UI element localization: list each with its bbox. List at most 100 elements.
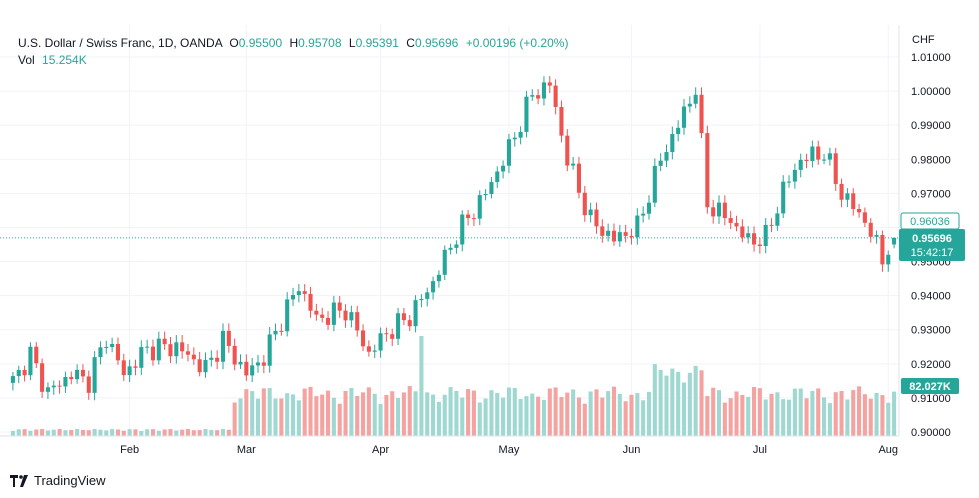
volume-bar [635, 393, 640, 436]
volume-bar [787, 399, 792, 436]
volume-bar [448, 387, 453, 436]
price-tick-label: 0.94000 [911, 291, 951, 303]
candle-body [75, 369, 80, 380]
candle-body [203, 359, 208, 373]
candle-body [314, 310, 319, 315]
close-label: C [406, 36, 415, 50]
month-tick-label: Apr [372, 444, 389, 456]
candle-body [798, 159, 803, 170]
volume-bar [69, 429, 74, 436]
volume-bar [162, 429, 167, 436]
volume-bar [769, 393, 774, 436]
volume-bar [372, 393, 377, 436]
volume-bar [705, 396, 710, 436]
volume-bar [384, 394, 389, 436]
volume-bar [215, 430, 220, 436]
candle-body [250, 365, 255, 376]
volume-bar [716, 390, 722, 436]
candle-body [851, 193, 856, 210]
volume-bar [378, 403, 383, 436]
volume-bar [582, 403, 587, 436]
candle-body [384, 333, 389, 335]
volume-bar [121, 430, 126, 436]
candle-body [658, 160, 663, 166]
volume-bar [711, 387, 716, 436]
volume-bar [611, 386, 617, 436]
candle-body [191, 354, 196, 360]
candle-body [244, 361, 249, 376]
volume-bar [477, 402, 482, 436]
volume-bar [652, 364, 657, 436]
price-tick-label: 0.98000 [911, 154, 951, 166]
volume-bar [722, 402, 727, 436]
volume-bar [302, 388, 307, 436]
volume-bar [646, 391, 652, 436]
volume-bar [687, 372, 692, 436]
candle-body [839, 183, 844, 200]
volume-bar [168, 429, 173, 436]
volume-bar [571, 389, 576, 436]
volume-bar [827, 403, 832, 436]
candle-body [862, 212, 867, 223]
candle-body [133, 366, 138, 368]
volume-bar [75, 429, 80, 436]
volume-value: 15.254K [42, 53, 87, 67]
candle-body [874, 235, 879, 237]
volume-bar [576, 397, 582, 436]
candle-body [606, 230, 611, 236]
price-tick-label: 0.92000 [911, 359, 951, 371]
candle-body [471, 218, 476, 220]
candle-body [454, 244, 459, 248]
symbol-title[interactable]: U.S. Dollar / Swiss Franc, 1D, OANDA [18, 36, 223, 50]
candle-body [857, 209, 862, 213]
candle-body [372, 350, 377, 352]
volume-bar [501, 397, 506, 436]
candle-body [816, 146, 821, 160]
candle-body [466, 214, 471, 219]
volume-bar [145, 429, 150, 436]
volume-bar [886, 402, 891, 436]
candle-body [611, 230, 617, 242]
volume-bar [156, 430, 161, 436]
volume-bar [115, 429, 120, 436]
volume-bar [862, 394, 867, 436]
candle-body [728, 218, 733, 223]
candle-body [495, 171, 500, 183]
candle-body [664, 152, 669, 161]
legend-row-volume: Vol 15.254K [18, 53, 568, 68]
volume-bar [892, 391, 897, 436]
volume-bar [92, 429, 97, 436]
volume-bar [839, 391, 844, 436]
volume-bar [343, 390, 348, 436]
volume-bar [536, 396, 541, 436]
candle-body [366, 346, 371, 352]
candle-body [308, 293, 313, 311]
candle-body [110, 344, 115, 347]
volume-bar [460, 397, 465, 436]
volume-bar [822, 397, 827, 436]
candle-body [582, 192, 587, 216]
candle-body [629, 235, 634, 238]
currency-label: CHF [912, 34, 935, 46]
volume-bar [588, 391, 593, 436]
candle-body [886, 254, 891, 265]
price-tick-label: 0.93000 [911, 325, 951, 337]
candle-body [174, 342, 179, 357]
volume-bar [45, 430, 50, 436]
volume-bar [174, 430, 179, 436]
volume-bar [180, 429, 185, 436]
volume-bar [203, 429, 208, 436]
volume-bar [308, 386, 313, 436]
candle-body [22, 369, 27, 376]
tradingview-brand[interactable]: TradingView [10, 473, 106, 488]
volume-bar [728, 398, 733, 436]
candle-body [180, 342, 185, 352]
candle-body [279, 330, 284, 332]
volume-bar [845, 399, 850, 436]
candle-body [880, 235, 885, 265]
candle-body [168, 344, 173, 357]
candle-body [232, 345, 237, 365]
candle-body [594, 209, 599, 227]
volume-bar [185, 429, 191, 436]
